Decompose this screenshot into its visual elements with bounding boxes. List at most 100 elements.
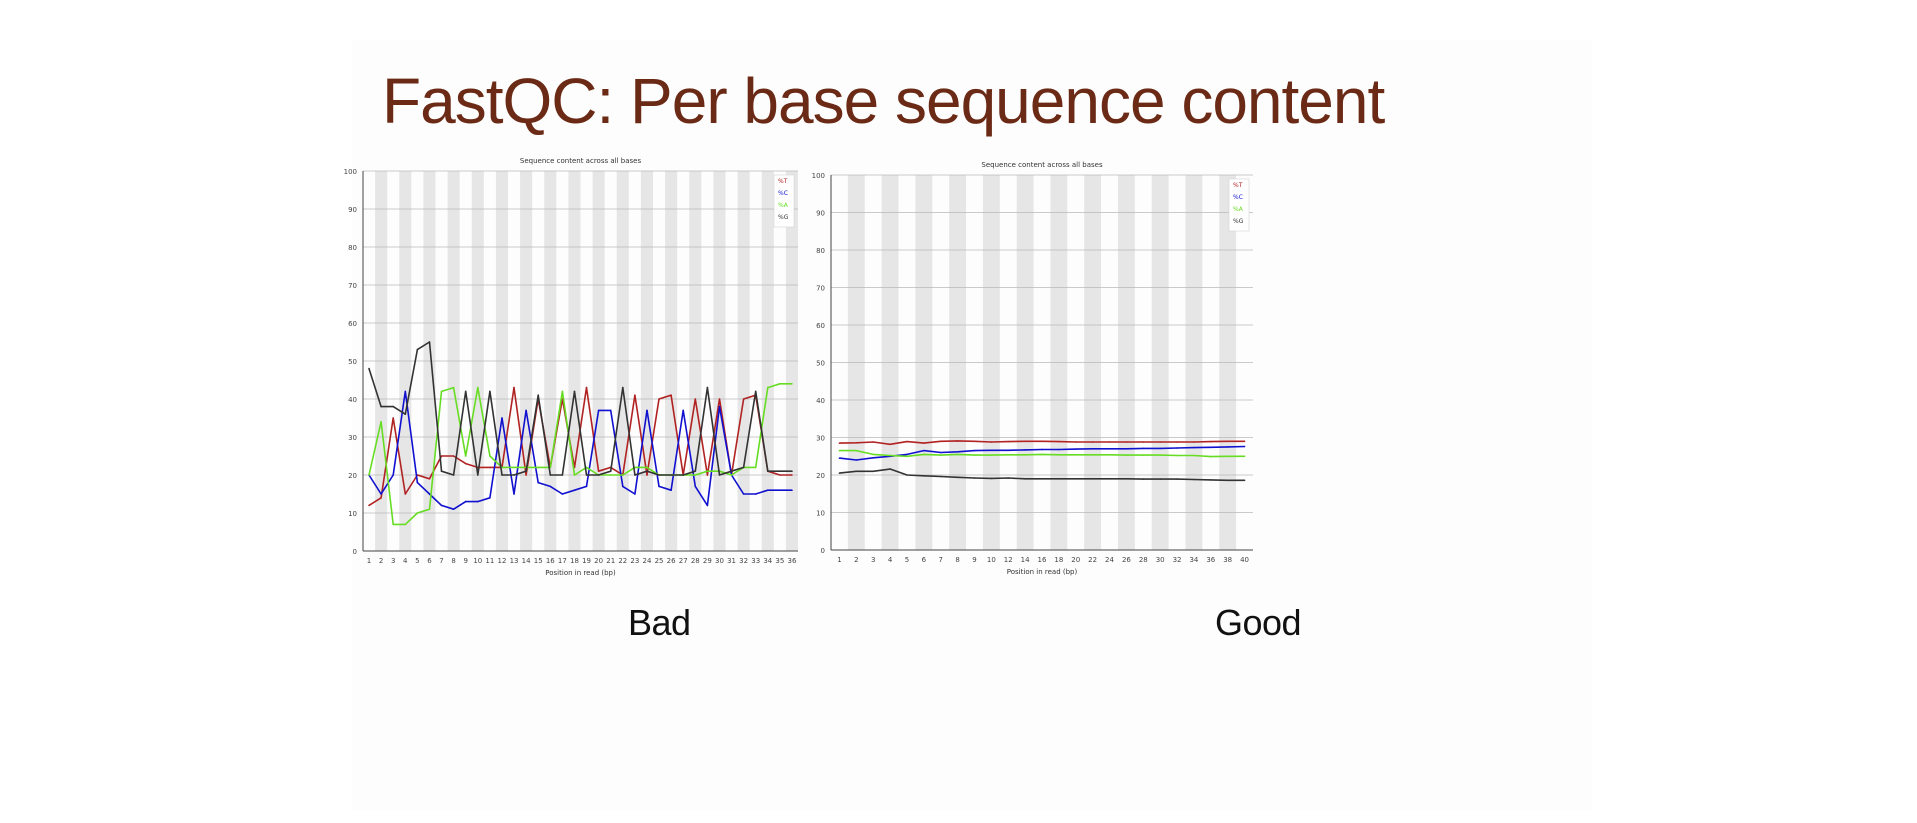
data-point [872, 441, 874, 443]
data-point [718, 405, 721, 408]
x-axis-label: Position in read (bp) [1007, 568, 1078, 576]
data-point [670, 394, 672, 396]
data-point [838, 472, 841, 474]
data-point [561, 493, 564, 495]
data-point [1210, 479, 1212, 481]
data-point [1159, 447, 1161, 450]
data-point [452, 508, 455, 511]
x-tick-label: 32 [739, 557, 748, 565]
data-point [956, 440, 959, 442]
data-point [549, 485, 552, 488]
data-point [634, 474, 636, 476]
data-point [658, 398, 660, 400]
data-point [1226, 440, 1229, 443]
x-tick-label: 33 [751, 557, 760, 565]
data-point [906, 440, 908, 443]
data-point [1074, 448, 1077, 450]
data-point [1091, 441, 1094, 443]
data-point [670, 489, 672, 492]
data-point [489, 455, 491, 457]
y-tick-label: 30 [348, 434, 357, 442]
data-point [1041, 453, 1043, 456]
data-point [452, 474, 455, 476]
x-tick-label: 28 [691, 557, 700, 565]
x-tick-label: 22 [1088, 556, 1097, 564]
data-point [404, 493, 407, 495]
data-point [416, 348, 419, 351]
data-point [1024, 440, 1026, 443]
data-point [706, 474, 709, 476]
y-tick-label: 50 [816, 360, 825, 368]
data-point [730, 470, 733, 473]
x-tick-label: 32 [1173, 556, 1182, 564]
data-point [464, 390, 467, 393]
data-point [621, 474, 624, 476]
y-tick-label: 80 [816, 247, 825, 255]
caption-bad: Bad [628, 602, 691, 643]
data-point [889, 468, 891, 470]
data-point [923, 442, 925, 444]
data-point [766, 386, 769, 389]
data-point [742, 493, 745, 495]
x-tick-label: 1 [837, 556, 841, 564]
data-point [694, 474, 697, 476]
data-point [440, 390, 443, 393]
data-point [1058, 453, 1060, 456]
data-point [1024, 477, 1026, 480]
data-point [855, 470, 858, 473]
data-point [1142, 478, 1145, 480]
data-point [380, 405, 382, 408]
legend-label: %C [778, 190, 788, 197]
x-tick-label: 19 [582, 557, 591, 565]
data-point [791, 489, 793, 492]
x-tick-label: 36 [1206, 556, 1215, 564]
x-tick-label: 35 [775, 557, 784, 565]
x-tick-label: 10 [473, 557, 482, 565]
legend-label: %A [778, 202, 789, 209]
data-point [1074, 477, 1077, 480]
data-point [766, 489, 769, 492]
data-point [973, 454, 976, 456]
data-point [1210, 455, 1212, 458]
data-point [489, 497, 491, 499]
data-point [779, 383, 781, 385]
x-tick-label: 2 [854, 556, 858, 564]
x-tick-label: 1 [367, 557, 371, 565]
x-tick-label: 8 [451, 557, 455, 565]
data-point [990, 454, 993, 456]
data-point [440, 504, 443, 507]
data-point [621, 386, 624, 389]
x-tick-label: 14 [522, 557, 531, 565]
x-tick-label: 18 [570, 557, 579, 565]
data-point [597, 474, 600, 476]
data-point [428, 341, 431, 343]
data-point [597, 470, 600, 473]
data-point [1243, 455, 1246, 458]
data-point [682, 474, 685, 476]
x-tick-label: 36 [787, 557, 796, 565]
x-tick-label: 3 [391, 557, 395, 565]
legend-box [773, 174, 795, 228]
data-point [956, 476, 959, 479]
data-point [779, 489, 781, 492]
data-point [779, 474, 781, 476]
x-tick-label: 15 [534, 557, 543, 565]
data-point [1243, 479, 1246, 482]
data-point [1210, 440, 1212, 443]
x-tick-label: 26 [1122, 556, 1131, 564]
data-point [428, 493, 431, 495]
data-point [1041, 448, 1043, 451]
y-tick-label: 10 [348, 510, 357, 518]
data-point [646, 466, 648, 469]
data-point [489, 390, 491, 393]
data-point [585, 386, 588, 389]
data-point [694, 398, 697, 400]
x-tick-label: 27 [679, 557, 688, 565]
x-tick-label: 17 [558, 557, 567, 565]
data-point [923, 474, 925, 477]
x-tick-label: 22 [618, 557, 627, 565]
data-point [1058, 448, 1060, 451]
data-point [990, 441, 993, 443]
data-point [742, 398, 745, 400]
data-point [416, 481, 419, 484]
